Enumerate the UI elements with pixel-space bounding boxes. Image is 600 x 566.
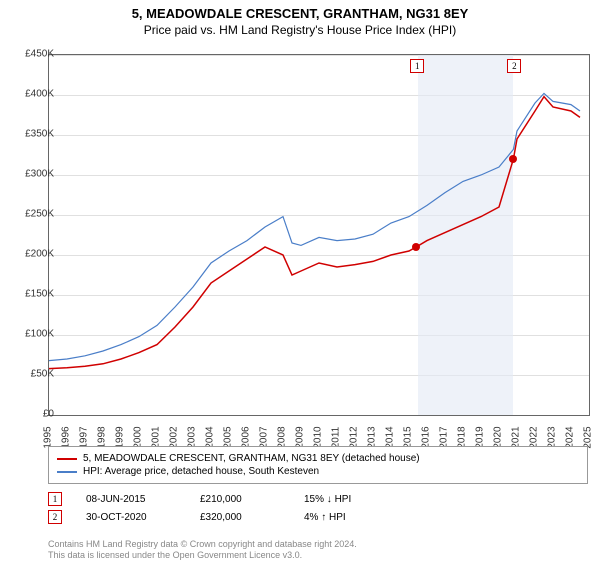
y-axis-label: £150K	[14, 289, 54, 300]
y-axis-label: £50K	[14, 369, 54, 380]
footer-line1: Contains HM Land Registry data © Crown c…	[48, 539, 357, 551]
legend-row-property: 5, MEADOWDALE CRESCENT, GRANTHAM, NG31 8…	[57, 453, 579, 464]
sale-marker-2: 2	[48, 510, 62, 524]
chart-subtitle: Price paid vs. HM Land Registry's House …	[0, 23, 600, 37]
legend-box: 5, MEADOWDALE CRESCENT, GRANTHAM, NG31 8…	[48, 446, 588, 484]
sale-marker-box-1: 1	[410, 59, 424, 73]
sale-date-2: 30-OCT-2020	[86, 512, 176, 523]
footer-text: Contains HM Land Registry data © Crown c…	[48, 539, 357, 562]
series-line-hpi	[49, 93, 580, 360]
sales-table: 1 08-JUN-2015 £210,000 15% ↓ HPI 2 30-OC…	[48, 492, 588, 524]
sale-row-2: 2 30-OCT-2020 £320,000 4% ↑ HPI	[48, 510, 588, 524]
chart-container: 5, MEADOWDALE CRESCENT, GRANTHAM, NG31 8…	[0, 6, 600, 566]
sale-marker-1: 1	[48, 492, 62, 506]
legend-row-hpi: HPI: Average price, detached house, Sout…	[57, 466, 579, 477]
legend-swatch-hpi	[57, 471, 77, 473]
y-axis-label: £250K	[14, 209, 54, 220]
chart-plot-area: 12	[48, 54, 590, 416]
y-axis-label: £400K	[14, 89, 54, 100]
chart-title: 5, MEADOWDALE CRESCENT, GRANTHAM, NG31 8…	[0, 6, 600, 21]
legend-label-hpi: HPI: Average price, detached house, Sout…	[83, 466, 319, 477]
series-line-property	[49, 97, 580, 369]
y-axis-label: £0	[14, 409, 54, 420]
y-axis-label: £300K	[14, 169, 54, 180]
sale-row-1: 1 08-JUN-2015 £210,000 15% ↓ HPI	[48, 492, 588, 506]
sale-date-1: 08-JUN-2015	[86, 494, 176, 505]
sale-dot-1	[412, 243, 420, 251]
sale-delta-2: 4% ↑ HPI	[304, 512, 346, 523]
legend-label-property: 5, MEADOWDALE CRESCENT, GRANTHAM, NG31 8…	[83, 453, 420, 464]
line-layer	[49, 55, 589, 415]
sale-price-2: £320,000	[200, 512, 280, 523]
footer-line2: This data is licensed under the Open Gov…	[48, 550, 357, 562]
y-axis-label: £100K	[14, 329, 54, 340]
y-axis-label: £200K	[14, 249, 54, 260]
y-axis-label: £450K	[14, 49, 54, 60]
sale-price-1: £210,000	[200, 494, 280, 505]
legend-area: 5, MEADOWDALE CRESCENT, GRANTHAM, NG31 8…	[48, 446, 588, 528]
sale-dot-2	[509, 155, 517, 163]
sale-delta-1: 15% ↓ HPI	[304, 494, 351, 505]
sale-marker-box-2: 2	[507, 59, 521, 73]
y-axis-label: £350K	[14, 129, 54, 140]
legend-swatch-property	[57, 458, 77, 460]
